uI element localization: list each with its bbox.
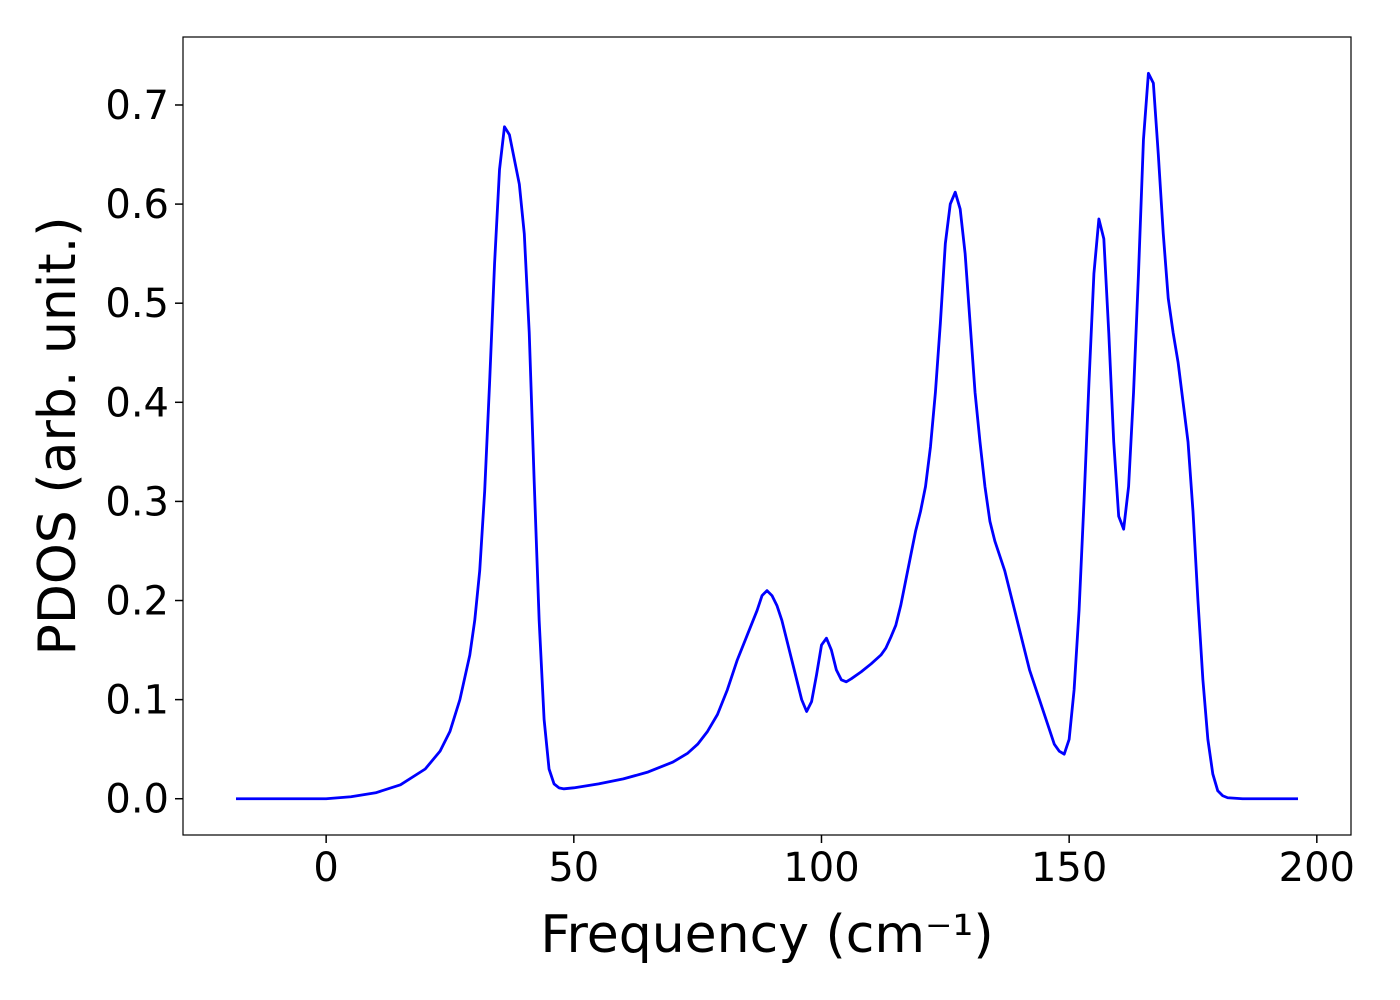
data-line [236,71,1298,801]
y-tick-label: 0.6 [105,182,169,228]
x-tick-label: 150 [1031,845,1107,891]
y-tick-label: 0.0 [105,777,169,823]
y-tick-label: 0.5 [105,281,169,327]
x-tick-label: 50 [548,845,599,891]
x-tick-label: 100 [783,845,859,891]
y-tick-label: 0.2 [105,579,169,625]
y-tick-label: 0.4 [105,380,169,426]
y-tick-label: 0.1 [105,678,169,724]
y-tick-label: 0.3 [105,479,169,525]
plot-frame [182,36,1352,836]
x-tick-label: 0 [313,845,338,891]
y-axis-label: PDOS (arb. unit.) [28,216,88,655]
x-tick-label: 200 [1279,845,1355,891]
y-tick-label: 0.7 [105,83,169,129]
x-axis-label: Frequency (cm⁻¹) [540,905,993,965]
